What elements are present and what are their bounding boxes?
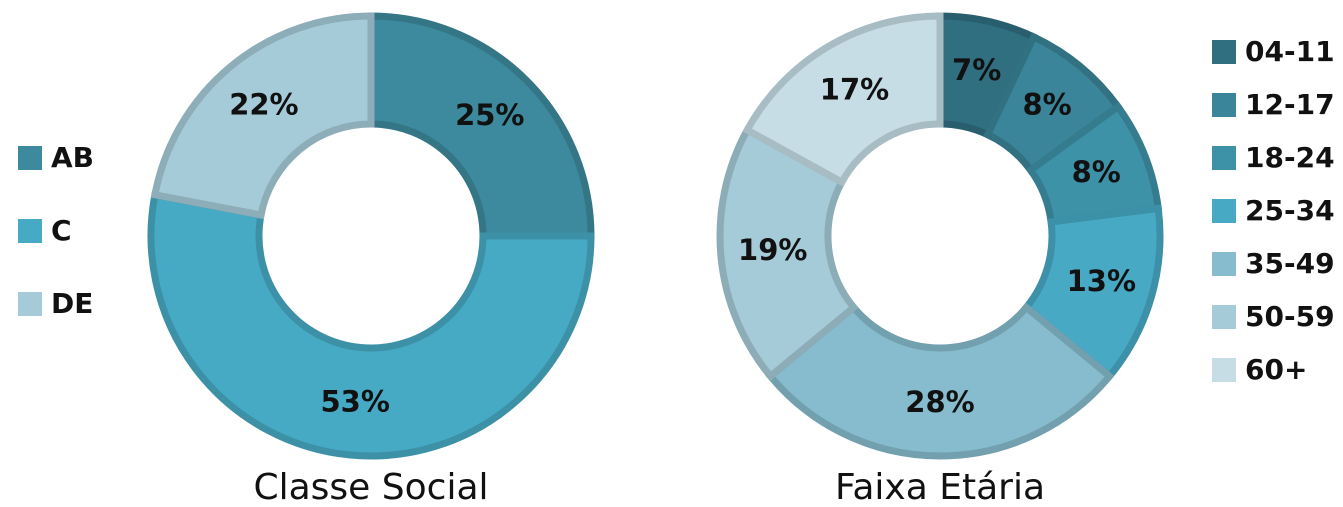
legend-swatch — [18, 219, 42, 243]
legend-swatch — [1212, 252, 1236, 276]
legend-label: DE — [51, 287, 93, 320]
donut-slice — [716, 125, 859, 382]
chart-title: Classe Social — [253, 467, 488, 507]
donut-slice — [742, 12, 944, 187]
legend-label: 12-17 — [1245, 88, 1335, 121]
legend-swatch — [1212, 146, 1236, 170]
value-label: 28% — [905, 385, 974, 419]
legend-label: 04-11 — [1245, 35, 1335, 68]
legend-label: 60+ — [1245, 353, 1307, 386]
value-label: 7% — [952, 53, 1001, 87]
legend-label: AB — [51, 141, 94, 174]
legend-label: C — [51, 214, 72, 247]
value-label: 22% — [229, 88, 298, 122]
donut-slice — [765, 302, 1115, 460]
legend-label: 25-34 — [1245, 194, 1335, 227]
value-label: 19% — [738, 233, 807, 267]
legend-swatch — [1212, 93, 1236, 117]
legend-swatch — [1212, 40, 1236, 64]
legend-swatch — [18, 292, 42, 316]
legend-label: 35-49 — [1245, 247, 1335, 280]
legend-swatch — [1212, 305, 1236, 329]
value-label: 25% — [455, 98, 524, 132]
value-label: 13% — [1067, 264, 1136, 298]
donut-slice — [147, 190, 595, 460]
value-label: 8% — [1022, 88, 1071, 122]
value-label: 8% — [1072, 155, 1121, 189]
legend-label: 50-59 — [1245, 300, 1335, 333]
donut-slice — [367, 12, 595, 240]
value-label: 53% — [320, 384, 389, 418]
legend-swatch — [18, 146, 42, 170]
legend-swatch — [1212, 199, 1236, 223]
value-label: 17% — [820, 72, 889, 106]
chart-title: Faixa Etária — [835, 467, 1045, 507]
donut-slice — [150, 12, 375, 220]
legend-swatch — [1212, 358, 1236, 382]
legend-label: 18-24 — [1245, 141, 1335, 174]
